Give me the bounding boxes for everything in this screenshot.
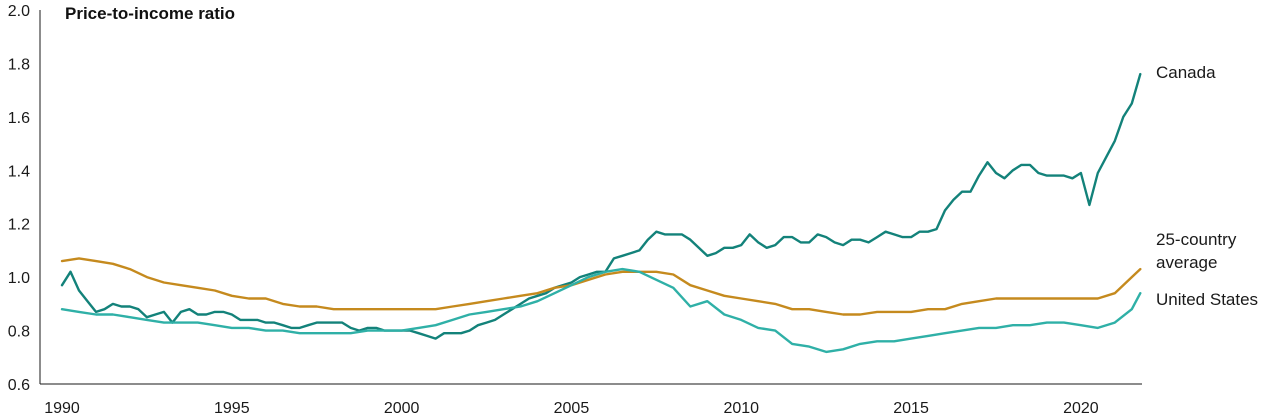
x-tick-label: 2015 — [893, 400, 929, 417]
y-tick-label: 1.6 — [8, 110, 30, 127]
x-tick-label: 2020 — [1063, 400, 1099, 417]
series-line-canada — [60, 72, 1142, 340]
y-tick-label: 2.0 — [8, 3, 30, 20]
y-tick-label: 0.6 — [8, 377, 30, 394]
label-united-states: United States — [1156, 290, 1258, 309]
x-tick-label: 1995 — [214, 400, 250, 417]
x-tick-label: 2005 — [554, 400, 590, 417]
y-tick-label: 0.8 — [8, 324, 30, 341]
y-tick-label: 1.8 — [8, 56, 30, 73]
y-tick-label: 1.0 — [8, 270, 30, 287]
y-tick-label: 1.2 — [8, 217, 30, 234]
label-25-country-line1: 25-country — [1156, 230, 1237, 249]
series-lines — [60, 72, 1142, 354]
label-25-country-line2: average — [1156, 253, 1217, 272]
y-tick-labels: 0.6 0.8 1.0 1.2 1.4 1.6 1.8 2.0 — [8, 3, 30, 394]
x-tick-label: 2010 — [723, 400, 759, 417]
series-line-united-states — [60, 267, 1142, 354]
chart-title: Price-to-income ratio — [65, 4, 235, 23]
x-tick-labels: 1990 1995 2000 2005 2010 2015 2020 — [44, 400, 1099, 417]
y-tick-label: 1.4 — [8, 163, 30, 180]
x-tick-label: 1990 — [44, 400, 80, 417]
x-tick-label: 2000 — [384, 400, 420, 417]
label-canada: Canada — [1156, 63, 1216, 82]
series-line-25-country-average — [60, 257, 1142, 316]
